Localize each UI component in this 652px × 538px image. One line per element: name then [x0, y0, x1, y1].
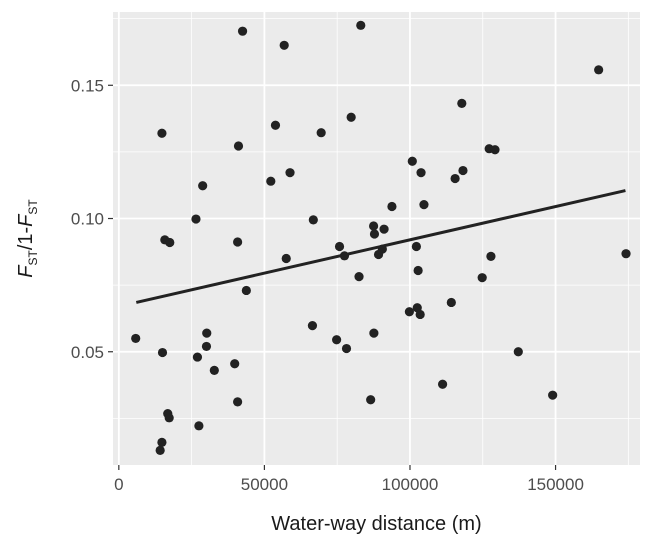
x-tick-label: 100000: [382, 475, 439, 494]
data-point: [266, 176, 276, 186]
data-point: [157, 128, 167, 138]
y-tick-label: 0.15: [71, 76, 104, 95]
data-point: [415, 309, 425, 320]
data-point: [202, 328, 212, 338]
data-point: [407, 156, 417, 166]
data-point: [155, 445, 165, 455]
data-point: [368, 221, 379, 231]
data-point: [457, 98, 467, 108]
x-axis-title: Water-way distance (m): [271, 513, 481, 535]
plot-panel: [113, 12, 640, 465]
data-point: [450, 173, 460, 184]
data-point: [131, 333, 141, 344]
data-point: [201, 341, 212, 352]
y-tick-label: 0.10: [71, 210, 104, 229]
data-point: [157, 437, 167, 447]
data-point: [486, 251, 496, 261]
data-point: [334, 241, 345, 252]
data-point: [411, 241, 421, 252]
data-point: [332, 335, 342, 345]
data-point: [446, 297, 456, 308]
data-point: [548, 390, 558, 400]
data-point: [379, 224, 389, 234]
data-point: [354, 272, 364, 282]
data-point: [416, 168, 426, 178]
trend-line: [135, 189, 626, 304]
data-point: [209, 365, 219, 376]
data-point: [413, 265, 423, 276]
data-point: [356, 20, 366, 30]
data-point: [346, 112, 356, 122]
data-point: [513, 347, 523, 357]
data-point: [621, 249, 631, 259]
data-point: [458, 165, 468, 176]
data-point: [230, 359, 240, 369]
data-point: [341, 343, 352, 354]
data-point: [308, 215, 318, 225]
x-tick-label: 150000: [527, 475, 584, 494]
data-point: [237, 26, 248, 36]
x-tick-label: 0: [114, 475, 123, 494]
data-point: [233, 397, 243, 407]
data-point: [316, 128, 326, 138]
x-tick-label: 50000: [241, 475, 288, 494]
data-point: [307, 321, 318, 331]
y-axis-title-part: /1-: [15, 227, 37, 250]
data-point: [165, 237, 175, 248]
data-point: [198, 181, 208, 191]
data-point: [164, 413, 174, 423]
data-point: [281, 253, 291, 264]
data-point: [490, 145, 500, 155]
data-point: [241, 285, 251, 296]
x-axis-ticks: 0 50000 100000 150000: [114, 465, 584, 494]
data-point: [369, 328, 379, 338]
y-axis-title-part: ST: [26, 250, 40, 266]
data-point: [279, 40, 289, 50]
data-point: [192, 352, 203, 362]
y-axis-ticks: 0.05 0.10 0.15: [71, 76, 113, 362]
data-point: [270, 120, 281, 130]
y-axis-title-part: F: [15, 264, 37, 278]
data-point: [594, 65, 604, 75]
data-point: [419, 200, 429, 210]
minor-grid: [113, 12, 640, 465]
data-point: [369, 229, 380, 239]
data-point: [366, 395, 376, 405]
data-point: [387, 201, 397, 212]
y-tick-label: 0.05: [71, 343, 104, 362]
data-point: [437, 379, 448, 389]
data-point: [157, 347, 168, 358]
data-point: [285, 168, 295, 178]
data-point: [233, 141, 244, 151]
data-point: [191, 214, 201, 224]
y-axis-title-part: F: [15, 213, 37, 227]
y-axis-title: FST/1-FST: [15, 199, 40, 278]
data-point: [233, 237, 243, 247]
data-point: [194, 421, 204, 431]
major-grid: [113, 12, 640, 465]
y-axis-title-part: ST: [26, 199, 40, 215]
data-point: [477, 273, 487, 283]
data-point: [404, 307, 415, 317]
data-points: [131, 20, 631, 455]
